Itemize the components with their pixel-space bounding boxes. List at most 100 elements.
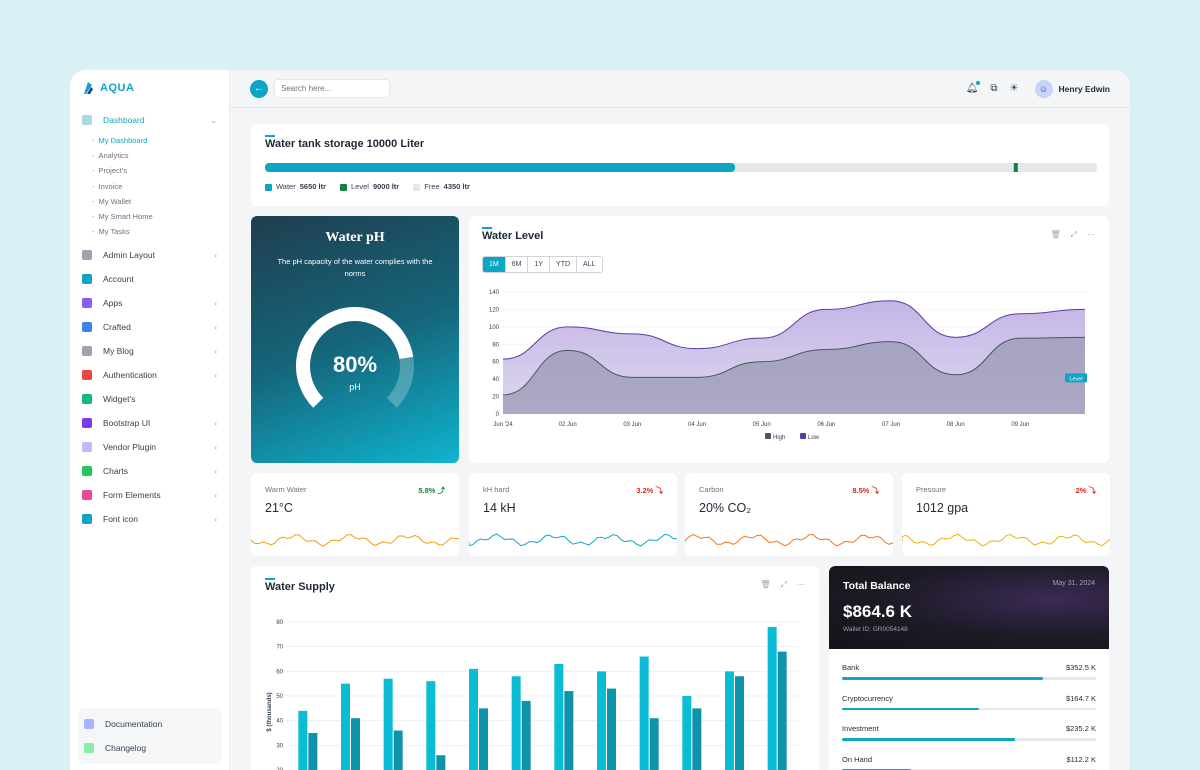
submenu-item[interactable]: Project's: [70, 163, 229, 178]
water-level-chart: 0 20 40 60 80 100 120 140 Jun '24 02 Jun 03 Jun 04 …: [489, 290, 1087, 441]
sidebar-item-label: Font icon: [103, 514, 138, 525]
sun-icon[interactable]: ☀: [1009, 83, 1019, 94]
sidebar-item-widget-s[interactable]: Widget's: [70, 387, 229, 411]
sidebar-item-my-blog[interactable]: My Blog ‹: [70, 339, 229, 363]
sidebar-item-font-icon[interactable]: Font icon ‹: [70, 507, 229, 531]
sidebar-item-dashboard[interactable]: Dashboard ⌄: [70, 108, 229, 132]
submenu-item[interactable]: Invoice: [70, 179, 229, 194]
submenu-item[interactable]: My Wallet: [70, 194, 229, 209]
x-tick-label: 08 Jun: [947, 422, 965, 428]
range-button-6m[interactable]: 6M: [505, 257, 529, 272]
bar: [426, 681, 436, 770]
stat-change: 2% ⤵: [1075, 486, 1096, 495]
sparkline-path: [685, 533, 893, 547]
y-axis-label: $ (thousands): [267, 692, 273, 731]
bar: [469, 668, 478, 770]
trash-icon[interactable]: 🗑︎: [760, 580, 771, 589]
sidebar-item-changelog[interactable]: Changelog: [78, 736, 222, 760]
chevron-down-icon: ⌄: [210, 115, 217, 125]
bar: [308, 733, 318, 770]
submenu-item[interactable]: Analytics: [70, 148, 229, 163]
stat-change: 8.5% ⤵: [852, 486, 879, 495]
range-selector: 1M 6M 1Y YTD ALL: [482, 256, 603, 273]
legend-label: Free: [424, 182, 440, 191]
bar: [725, 671, 734, 770]
sidebar-item-bootstrap-ui[interactable]: Bootstrap UI ‹: [70, 411, 229, 435]
back-button[interactable]: ←: [250, 79, 268, 98]
bar: [479, 708, 488, 770]
search-input[interactable]: [274, 79, 390, 98]
y-tick-label: 70: [276, 645, 283, 651]
balance-row-label: Cryptocurrency: [842, 693, 893, 703]
expand-icon[interactable]: ⤢: [780, 580, 787, 589]
stat-label: kH hard: [483, 485, 510, 494]
ph-unit: pH: [349, 382, 361, 392]
sidebar-item-charts[interactable]: Charts ‹: [70, 459, 229, 483]
sidebar-item-label: Widget's: [103, 394, 136, 405]
stat-card: Pressure 2% ⤵ 1012 gpa: [902, 473, 1110, 556]
topbar: ← 🔔︎ ⧉ ☀ ☺ Henry Edwin: [230, 70, 1130, 108]
balance-row-value: $235.2 K: [1065, 724, 1096, 734]
user-menu[interactable]: ☺ Henry Edwin: [1034, 79, 1110, 98]
y-tick-label: 80: [276, 620, 283, 626]
balance-row: Cryptocurrency $164.7 K: [842, 694, 1096, 711]
series-high-area: [503, 337, 1085, 414]
sidebar-item-admin-layout[interactable]: Admin Layout ‹: [70, 243, 229, 267]
submenu-item[interactable]: My Dashboard: [70, 133, 229, 148]
sidebar-item-label: Authentication: [103, 370, 157, 381]
balance-row-value: $112.2 K: [1066, 755, 1096, 765]
bar: [607, 688, 616, 770]
expand-icon[interactable]: ⤢: [1070, 230, 1077, 239]
more-icon[interactable]: ⋯: [797, 580, 805, 589]
sidebar-footer: Documentation Changelog: [78, 708, 222, 764]
range-button-all[interactable]: ALL: [577, 257, 602, 272]
sidebar-item-form-elements[interactable]: Form Elements ‹: [70, 483, 229, 507]
balance-amount: $864.6 K: [843, 602, 912, 621]
sidebar-item-vendor-plugin[interactable]: Vendor Plugin ‹: [70, 435, 229, 459]
main-content: ← 🔔︎ ⧉ ☀ ☺ Henry Edwin Water tank storag…: [230, 70, 1130, 770]
submenu-item[interactable]: My Smart Home: [70, 209, 229, 224]
dashboard-submenu: My DashboardAnalyticsProject'sInvoiceMy …: [70, 132, 229, 243]
balance-title: Total Balance: [843, 580, 911, 592]
pen-icon: [84, 743, 94, 753]
translate-icon[interactable]: ⧉: [990, 83, 998, 94]
bar: [393, 730, 403, 770]
stat-head: Pressure 2% ⤵: [916, 485, 1096, 496]
y-tick-label: 50: [276, 694, 283, 700]
submenu-item[interactable]: My Tasks: [70, 224, 229, 239]
stat-card: kH hard 3.2% ⤵ 14 kH: [469, 473, 677, 556]
logo-icon: [84, 82, 93, 94]
stat-card: Warm Water 5.8% ⤴ 21°C: [251, 473, 459, 556]
wallet-id: Wallet ID: GR0054148: [843, 626, 908, 633]
balance-progress-fill: [842, 738, 1015, 741]
water-level-card: Water Level 🗑︎ ⤢ ⋯ 1M 6M 1Y YTD ALL 0 20 40 60 8…: [469, 216, 1109, 463]
x-tick-label: 05 Jun: [753, 422, 771, 428]
range-button-1m[interactable]: 1M: [483, 257, 506, 272]
trash-icon[interactable]: 🗑︎: [1050, 230, 1061, 239]
sidebar-item-apps[interactable]: Apps ‹: [70, 291, 229, 315]
crafted-icon: [82, 322, 92, 333]
tank-legend-item: Free 4350 ltr: [413, 182, 470, 191]
sidebar-item-label: Apps: [103, 298, 123, 309]
sidebar-item-documentation[interactable]: Documentation: [78, 712, 222, 736]
chevron-left-icon: ‹: [214, 514, 217, 524]
y-tick-label: 30: [276, 743, 283, 749]
bell-icon[interactable]: 🔔︎: [965, 81, 981, 94]
legend-swatch: [765, 433, 771, 439]
sidebar-item-crafted[interactable]: Crafted ‹: [70, 315, 229, 339]
y-tick-label: 20: [276, 768, 283, 770]
range-button-1y[interactable]: 1Y: [528, 257, 551, 272]
logo-text: AQUA: [100, 82, 135, 94]
sidebar-item-account[interactable]: Account: [70, 267, 229, 291]
balance-row-value: $352.5 K: [1065, 663, 1096, 672]
logo[interactable]: AQUA: [70, 70, 229, 106]
level-annotation-box: [1065, 373, 1087, 383]
sidebar-item-authentication[interactable]: Authentication ‹: [70, 363, 229, 387]
more-icon[interactable]: ⋯: [1087, 230, 1095, 239]
legend-label: Level: [351, 182, 369, 191]
y-tick-label: 40: [492, 377, 499, 383]
range-button-ytd[interactable]: YTD: [550, 257, 578, 272]
balance-card: Total Balance May 31, 2024 $864.6 K Wall…: [829, 566, 1109, 770]
stat-change: 3.2% ⤵: [636, 486, 663, 495]
topbar-actions: 🔔︎ ⧉ ☀ ☺ Henry Edwin: [965, 79, 1110, 98]
